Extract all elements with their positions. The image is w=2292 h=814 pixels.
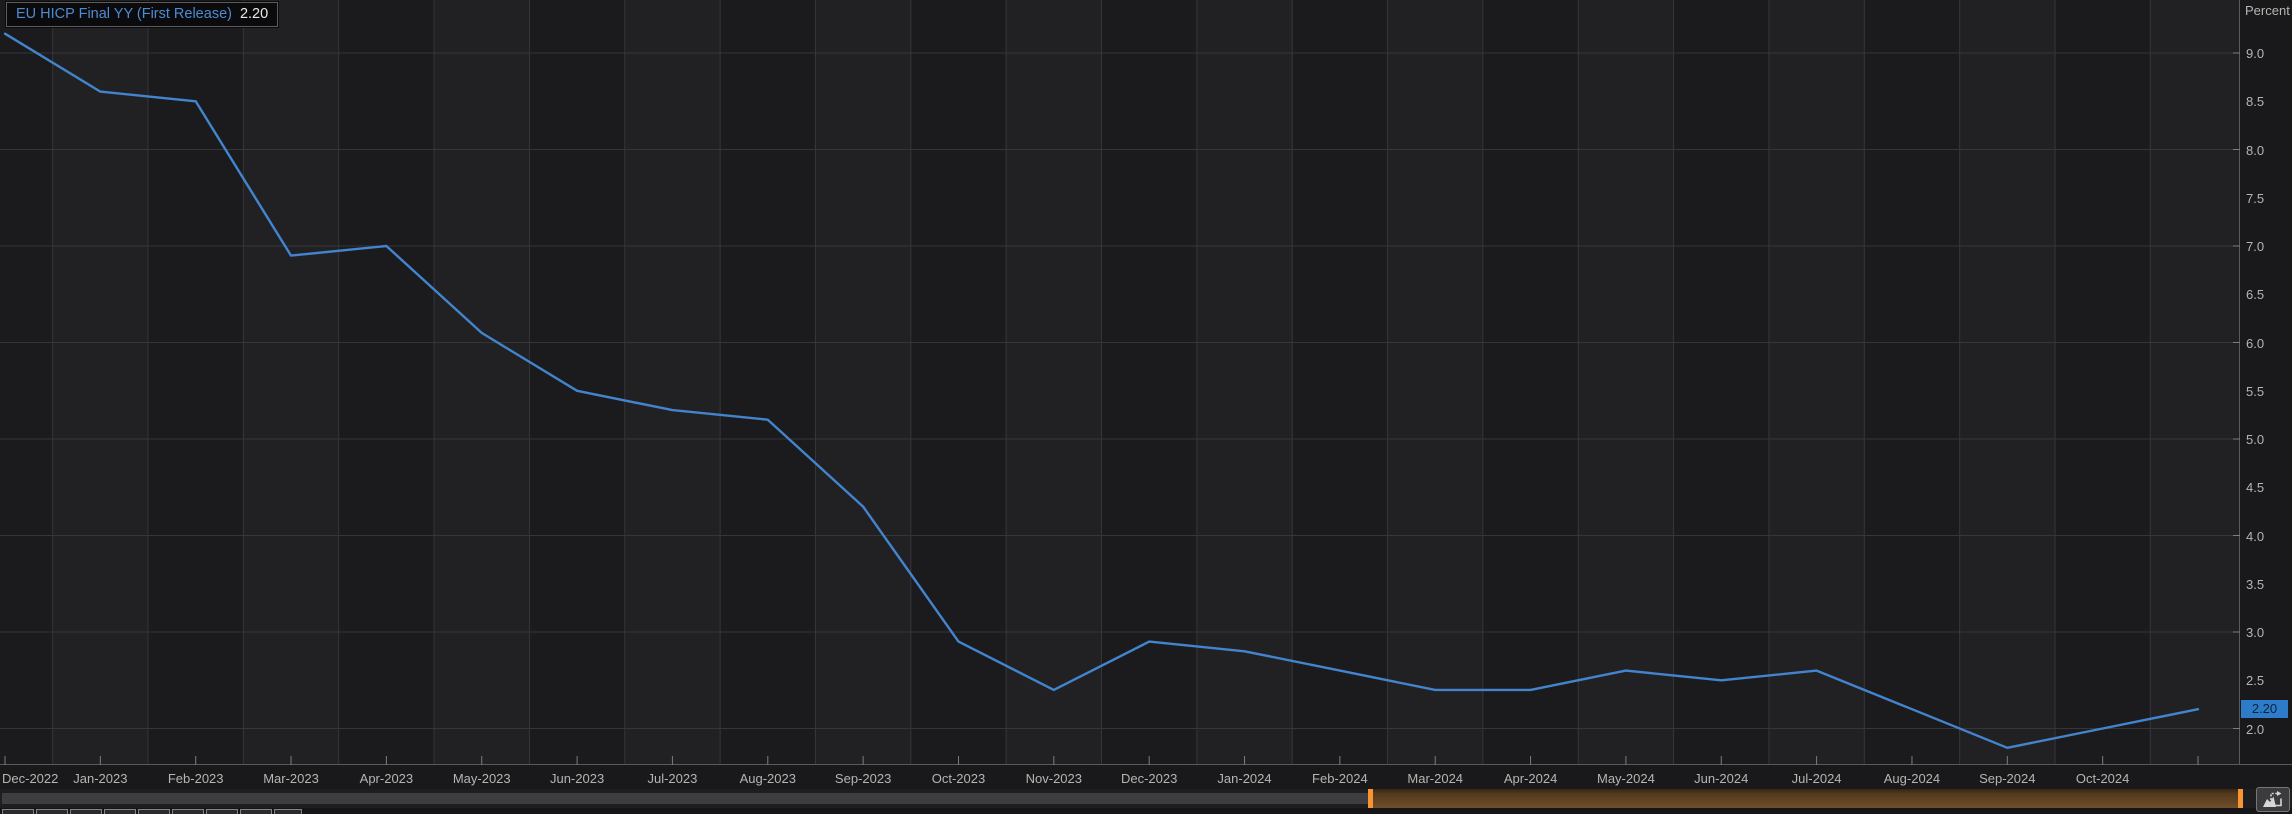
x-axis-label: Oct-2024: [2075, 771, 2130, 786]
x-axis-label: Jan-2024: [1217, 771, 1272, 786]
bottom-cell[interactable]: [274, 809, 302, 814]
bottom-cell[interactable]: [36, 809, 68, 814]
plot-background-band: [434, 0, 530, 765]
x-axis-label: Jan-2023: [73, 771, 128, 786]
plot-background-band: [148, 0, 244, 765]
plot-background-band: [1673, 0, 1769, 765]
plot-background-band: [1387, 0, 1483, 765]
y-axis-label: 3.0: [2246, 625, 2265, 640]
plot-background-band: [1959, 0, 2055, 765]
plot-background-band: [1006, 0, 1102, 765]
plot-background-band: [815, 0, 911, 765]
y-axis-label: 7.5: [2246, 190, 2265, 206]
x-axis-label: Mar-2024: [1407, 771, 1464, 786]
x-axis-label: Apr-2023: [359, 771, 414, 786]
plot-background-band: [1578, 0, 1674, 765]
y-axis-label: 4.0: [2246, 528, 2265, 544]
y-axis-label: 9.0: [2246, 46, 2265, 61]
x-axis-label: May-2023: [452, 771, 511, 786]
y-axis-label: 7.0: [2246, 239, 2265, 254]
x-axis-label: Jul-2024: [1791, 771, 1842, 786]
y-axis-label: 5.0: [2246, 432, 2265, 447]
y-axis-title: Percent: [2245, 3, 2290, 18]
x-axis-label: Dec-2022: [2, 771, 59, 786]
y-axis-label: 8.0: [2246, 142, 2265, 158]
x-axis-label: Oct-2023: [931, 771, 986, 786]
plot-background-band: [243, 0, 339, 765]
bottom-strip: [0, 808, 2292, 814]
x-axis-label: May-2024: [1597, 771, 1655, 786]
bottom-cell[interactable]: [70, 809, 102, 814]
x-axis-label: Apr-2024: [1503, 771, 1558, 786]
y-axis-label: 8.5: [2246, 94, 2265, 110]
y-axis-label: 2.5: [2246, 673, 2265, 689]
series-label: EU HICP Final YY (First Release): [16, 6, 232, 22]
plot-background-band: [1482, 0, 1579, 765]
y-axis-label: 5.5: [2246, 383, 2265, 399]
chart-with-arrow-icon: [2263, 791, 2282, 807]
plot-background-band: [624, 0, 721, 765]
plot-background-band: [0, 0, 53, 765]
y-axis-label: 3.5: [2246, 576, 2265, 592]
plot-background-band: [52, 0, 149, 765]
plot-background-band: [720, 0, 816, 765]
x-axis-label: Sep-2023: [834, 771, 892, 786]
bottom-cell[interactable]: [172, 809, 204, 814]
plot-background-band: [1768, 0, 1865, 765]
y-axis-label: 6.5: [2246, 287, 2265, 303]
y-axis-label: 4.5: [2246, 480, 2265, 496]
plot-background-band: [1196, 0, 1293, 765]
plot-background-band: [338, 0, 435, 765]
x-axis-label: Jun-2023: [549, 771, 605, 786]
bottom-cell[interactable]: [104, 809, 136, 814]
x-axis-label: Mar-2023: [263, 771, 319, 786]
x-axis-label: Aug-2024: [1883, 771, 1941, 786]
bottom-cell[interactable]: [240, 809, 272, 814]
series-line: [3, 32, 2200, 749]
x-axis-label: Feb-2023: [167, 771, 224, 786]
scrollbar-right-grip[interactable]: [2238, 789, 2243, 808]
legend[interactable]: EU HICP Final YY (First Release) 2.20: [4, 1, 280, 28]
bottom-cell[interactable]: [206, 809, 238, 814]
plot-background-band: [1292, 0, 1388, 765]
scrollbar-track[interactable]: [2, 793, 1368, 804]
plot-background-band: [1101, 0, 1197, 765]
x-axis-label: Jun-2024: [1694, 771, 1749, 786]
scrollbar-left-grip[interactable]: [1368, 789, 1373, 808]
series-last-value: 2.20: [239, 6, 269, 22]
x-axis-label: Feb-2024: [1312, 771, 1368, 786]
plot-background-band: [2054, 0, 2151, 765]
x-axis-label: Aug-2023: [739, 771, 796, 786]
x-axis-label: Jul-2023: [647, 771, 698, 786]
last-price-chip: 2.20: [2241, 700, 2288, 719]
plot-background-band: [910, 0, 1007, 765]
bottom-cell[interactable]: [138, 809, 170, 814]
x-axis-label: Sep-2024: [1979, 771, 2036, 786]
x-axis-label: Nov-2023: [1025, 771, 1082, 786]
bottom-cell[interactable]: [2, 809, 34, 814]
y-axis-label: 6.0: [2246, 335, 2265, 351]
x-axis-label: Dec-2023: [1120, 771, 1178, 786]
time-range-scrollbar[interactable]: [0, 789, 2292, 808]
y-axis-label: 2.0: [2246, 721, 2265, 737]
reset-zoom-button[interactable]: [2256, 787, 2290, 812]
plot-background-band: [529, 0, 625, 765]
plot-background-band: [1864, 0, 1960, 765]
plot-background-band: [2150, 0, 2240, 765]
price-line-chart[interactable]: [0, 0, 2292, 766]
scrollbar-selected-range[interactable]: [1368, 789, 2243, 808]
